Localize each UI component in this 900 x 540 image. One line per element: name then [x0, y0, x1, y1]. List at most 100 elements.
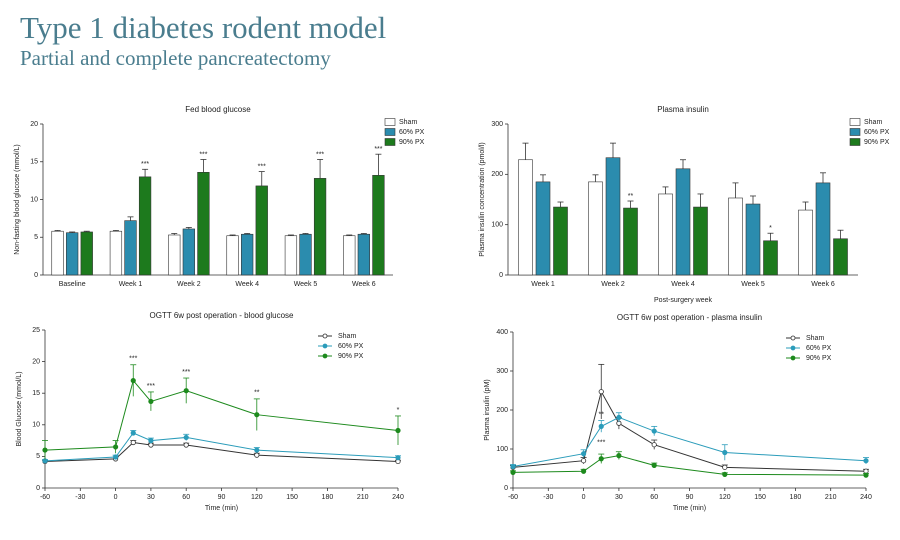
- y-axis-label: Blood Glucose (mmol/L): [16, 371, 23, 446]
- x-tick-label: Week 6: [352, 281, 376, 288]
- legend-marker: [790, 335, 796, 341]
- significance-label: ***: [597, 440, 605, 447]
- x-tick-label: 120: [719, 494, 731, 501]
- x-tick-label: Week 6: [811, 281, 835, 288]
- series-line: [44, 379, 399, 451]
- point: [42, 447, 48, 453]
- bar: [124, 220, 137, 276]
- x-tick-label: Week 4: [671, 281, 695, 288]
- x-tick-label: 0: [582, 494, 586, 501]
- x-tick-label: Week 5: [294, 281, 318, 288]
- significance-label: ***: [374, 146, 382, 153]
- x-axis-label: Post-surgery week: [654, 297, 712, 304]
- significance-label: ***: [141, 161, 149, 168]
- significance-label: ***: [147, 383, 155, 390]
- significance-label: ***: [182, 369, 190, 376]
- x-tick-label: -60: [508, 494, 518, 501]
- point: [722, 449, 728, 456]
- bar: [605, 157, 621, 276]
- y-tick-label: 200: [496, 407, 508, 414]
- y-tick-label: 10: [30, 196, 38, 203]
- y-tick-label: 300: [491, 121, 503, 128]
- bar: [284, 235, 298, 276]
- legend-swatch: [849, 128, 861, 136]
- x-tick-label: Week 1: [119, 281, 143, 288]
- legend-marker: [322, 353, 328, 359]
- series-line: [44, 432, 399, 462]
- point: [148, 442, 154, 448]
- x-tick-label: 240: [860, 494, 872, 501]
- point: [722, 464, 728, 470]
- legend-marker: [322, 333, 328, 339]
- y-tick-label: 5: [34, 234, 38, 241]
- significance-label: *: [769, 225, 772, 232]
- legend-marker: [322, 343, 328, 349]
- x-tick-label: 210: [357, 494, 369, 501]
- slide-title: Type 1 diabetes rodent model: [20, 10, 387, 45]
- point: [254, 412, 260, 418]
- point: [616, 453, 622, 459]
- point: [254, 447, 260, 453]
- legend-label: 90% PX: [864, 139, 890, 146]
- x-tick-label: 60: [182, 494, 190, 501]
- point: [651, 442, 657, 448]
- legend-label: 90% PX: [399, 139, 425, 146]
- x-tick-label: 30: [615, 494, 623, 501]
- series-line: [512, 455, 867, 476]
- x-tick-label: 240: [392, 494, 404, 501]
- point: [510, 469, 516, 475]
- slide-subtitle: Partial and complete pancreatectomy: [20, 46, 331, 70]
- y-axis-label: Plasma insulin concentration (pmol/l): [479, 142, 486, 256]
- point: [510, 463, 516, 470]
- y-tick-label: 300: [496, 368, 508, 375]
- bar: [372, 175, 385, 276]
- x-tick-label: Week 4: [235, 281, 259, 288]
- y-axis-label: Non-fasting blood glucose (mmol/L): [14, 144, 21, 255]
- series-line: [512, 416, 867, 468]
- x-tick-label: 0: [114, 494, 118, 501]
- x-tick-label: Week 2: [177, 281, 201, 288]
- chart-title: Fed blood glucose: [185, 105, 251, 114]
- significance-label: ***: [129, 356, 137, 363]
- bar: [693, 206, 708, 276]
- legend-label: Sham: [399, 119, 417, 126]
- point: [580, 451, 587, 457]
- point: [113, 454, 119, 460]
- y-axis-label: Plasma insulin (pM): [484, 379, 491, 440]
- x-tick-label: Baseline: [59, 281, 86, 288]
- y-tick-label: 15: [30, 159, 38, 166]
- point: [651, 462, 657, 468]
- bar: [588, 181, 603, 276]
- legend-label: 90% PX: [338, 353, 364, 360]
- significance-label: *: [397, 407, 400, 414]
- bar: [66, 232, 79, 276]
- bar: [80, 231, 93, 276]
- y-tick-label: 5: [36, 453, 40, 460]
- legend-swatch: [849, 138, 861, 146]
- significance-label: **: [628, 193, 634, 200]
- y-tick-label: 0: [36, 485, 40, 492]
- point: [580, 468, 587, 474]
- x-tick-label: -30: [543, 494, 553, 501]
- point: [395, 455, 401, 461]
- bar: [197, 172, 210, 276]
- chart-title: OGTT 6w post operation - plasma insulin: [617, 313, 762, 322]
- y-tick-label: 25: [32, 327, 40, 334]
- y-tick-label: 400: [496, 329, 508, 336]
- legend-label: 60% PX: [338, 343, 364, 350]
- x-tick-label: 30: [147, 494, 155, 501]
- bar: [51, 230, 64, 276]
- x-tick-label: -30: [75, 494, 85, 501]
- x-tick-label: 150: [754, 494, 766, 501]
- legend-swatch: [384, 138, 396, 146]
- point: [616, 414, 622, 421]
- point: [598, 423, 604, 429]
- bar: [226, 235, 239, 276]
- y-tick-label: 200: [491, 171, 503, 178]
- legend-label: 60% PX: [864, 129, 890, 136]
- bar: [138, 176, 152, 276]
- point: [863, 472, 869, 478]
- chart-title: Plasma insulin: [657, 105, 709, 114]
- significance-label: **: [599, 411, 605, 418]
- bar: [658, 193, 673, 276]
